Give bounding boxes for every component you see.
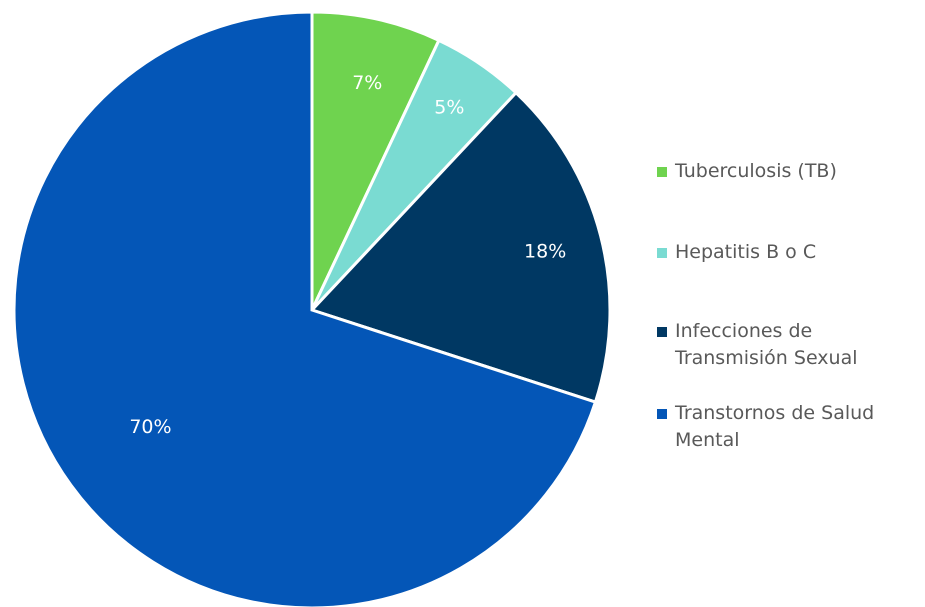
- data-label-salud-mental: 70%: [129, 416, 171, 438]
- data-label-hepatitis: 5%: [434, 96, 464, 118]
- legend-label-hepatitis: Hepatitis B o C: [675, 241, 817, 263]
- legend-swatch-tuberculosis: [657, 167, 667, 177]
- data-label-its: 18%: [524, 241, 566, 263]
- legend-swatch-its: [657, 327, 667, 337]
- legend-label-tuberculosis: Tuberculosis (TB): [675, 160, 837, 182]
- legend-label-salud-mental: Transtornos de Salud Mental: [675, 402, 875, 451]
- legend-label-its: Infecciones de Transmisión Sexual: [675, 320, 858, 369]
- legend-swatch-salud-mental: [657, 409, 667, 419]
- legend-swatch-hepatitis: [657, 248, 667, 258]
- pie-slice-tuberculosis: [310, 10, 441, 311]
- pie-slice-its: [309, 90, 612, 404]
- legend-item-its: Infecciones de Transmisión Sexual: [657, 318, 922, 372]
- pie-slice-salud-mental: [12, 10, 598, 607]
- data-label-tuberculosis: 7%: [352, 72, 382, 94]
- legend-item-salud-mental: Transtornos de Salud Mental: [657, 400, 922, 454]
- legend-item-tuberculosis: Tuberculosis (TB): [657, 158, 922, 185]
- legend-item-hepatitis: Hepatitis B o C: [657, 239, 922, 266]
